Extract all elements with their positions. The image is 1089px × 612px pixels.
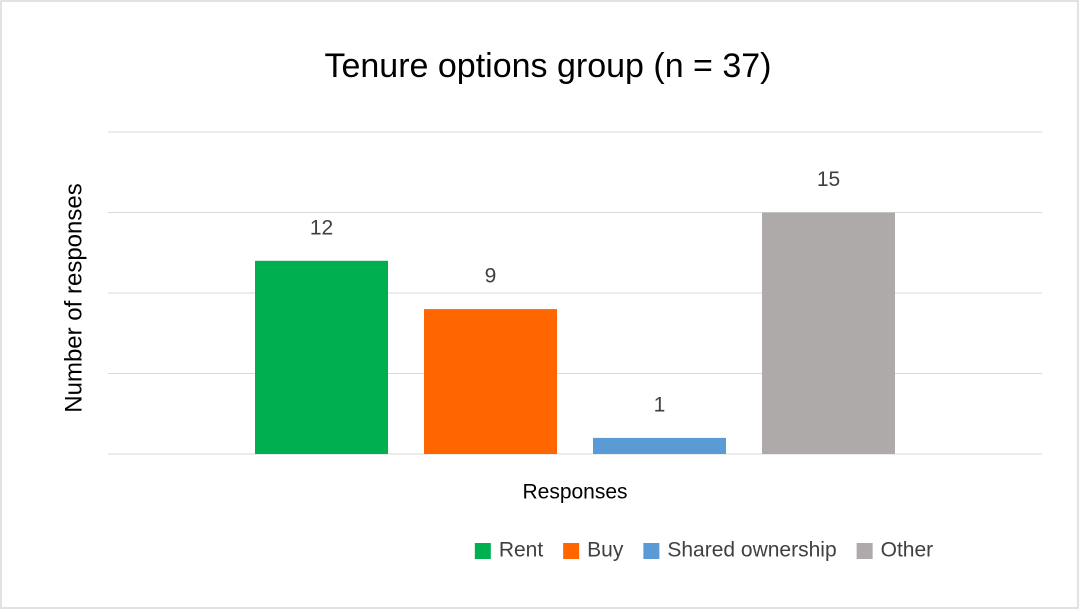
bar — [762, 212, 895, 454]
bar — [255, 260, 388, 454]
y-axis-label: Number of responses — [60, 183, 87, 412]
x-axis-label: Responses — [522, 481, 627, 504]
legend-label: Shared ownership — [667, 539, 836, 562]
legend-label: Rent — [499, 539, 544, 562]
legend-swatch — [856, 543, 873, 559]
legend-label: Other — [881, 539, 934, 562]
legend-swatch — [474, 543, 491, 559]
data-label: 1 — [654, 393, 666, 416]
legend-label: Buy — [587, 539, 624, 562]
bar — [593, 437, 726, 454]
data-label: 15 — [817, 168, 840, 191]
bar — [424, 309, 557, 454]
data-label: 12 — [310, 216, 333, 239]
legend-swatch — [643, 543, 660, 559]
legend-swatch — [563, 543, 580, 559]
chart-title: Tenure options group (n = 37) — [324, 47, 771, 85]
data-label: 9 — [485, 265, 497, 288]
